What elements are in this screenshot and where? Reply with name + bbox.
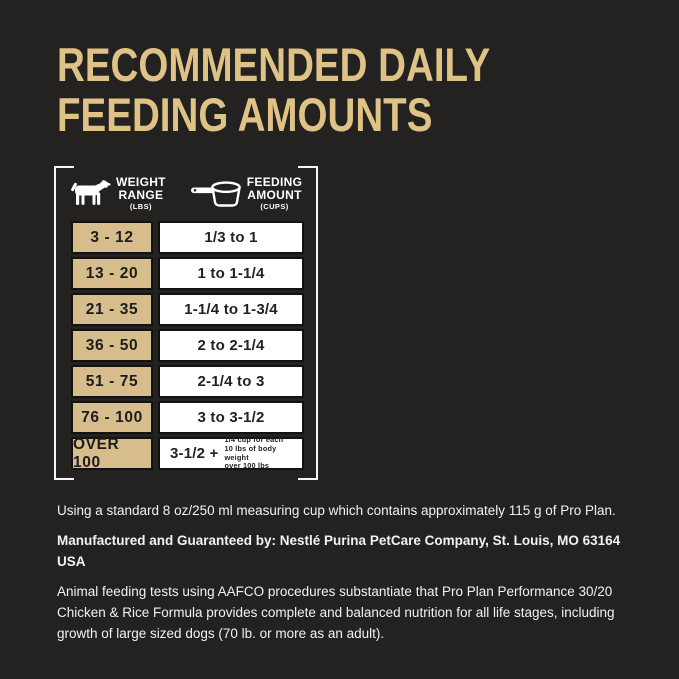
table-header: WEIGHT RANGE (LBS) FEEDING AMOUN — [56, 166, 316, 221]
footnotes: Using a standard 8 oz/250 ml measuring c… — [57, 500, 649, 653]
amount-cell: 2 to 2-1/4 — [158, 329, 304, 362]
feeding-table: WEIGHT RANGE (LBS) FEEDING AMOUN — [54, 166, 318, 480]
dog-icon — [71, 180, 111, 205]
amount-main-value: 3-1/2 + — [170, 445, 219, 462]
weight-cell: 51 - 75 — [71, 365, 153, 398]
amount-cell: 1/3 to 1 — [158, 221, 304, 254]
feeding-label-line1: FEEDING — [246, 175, 303, 189]
amount-note-line3: over 100 lbs — [224, 461, 270, 471]
feeding-amount-label: FEEDING AMOUNT (CUPS) — [247, 176, 302, 211]
weight-range-header: WEIGHT RANGE (LBS) — [71, 176, 166, 211]
amount-note: 1/4 cup for each 10 lbs of body weight o… — [225, 436, 302, 470]
weight-label-line1: WEIGHT — [116, 175, 166, 189]
feeding-guide-panel: RECOMMENDED DAILY FEEDING AMOUNTS — [54, 40, 657, 641]
amount-note-line2: 10 lbs of body weight — [224, 443, 277, 462]
frame-corner-bottom-right — [298, 478, 318, 480]
weight-range-label: WEIGHT RANGE (LBS) — [116, 176, 166, 211]
amount-cell: 1-1/4 to 1-3/4 — [158, 293, 304, 326]
frame-corner-bottom-left — [54, 478, 74, 480]
weight-label-line2: RANGE — [118, 187, 164, 202]
page-title-line2: FEEDING AMOUNTS — [57, 88, 433, 141]
amount-note-line1: 1/4 cup for each — [224, 435, 284, 445]
amount-cell: 3 to 3-1/2 — [158, 401, 304, 434]
feeding-amount-header: FEEDING AMOUNT (CUPS) — [190, 176, 302, 211]
amount-cell-over-100: 3-1/2 + 1/4 cup for each 10 lbs of body … — [158, 436, 304, 470]
weight-cell: 36 - 50 — [71, 329, 153, 362]
weight-cell: 21 - 35 — [71, 293, 153, 326]
page-title: RECOMMENDED DAILY FEEDING AMOUNTS — [57, 40, 549, 140]
footnote-aafco: Animal feeding tests using AAFCO procedu… — [57, 584, 615, 641]
weight-cell: OVER 100 — [71, 436, 153, 471]
weight-cell: 76 - 100 — [71, 401, 153, 434]
weight-cell: 3 - 12 — [71, 221, 153, 254]
frame-corner-top-left — [54, 166, 74, 168]
feeding-label-line2: AMOUNT — [247, 187, 302, 202]
weight-cell: 13 - 20 — [71, 257, 153, 290]
footnote-measuring-cup: Using a standard 8 oz/250 ml measuring c… — [57, 503, 616, 518]
weight-unit-label: (LBS) — [129, 202, 152, 211]
measuring-cup-icon — [190, 181, 241, 207]
frame-corner-top-right — [298, 166, 318, 168]
amount-cell: 2-1/4 to 3 — [158, 365, 304, 398]
amount-cell: 1 to 1-1/4 — [158, 257, 304, 290]
feeding-unit-label: (CUPS) — [260, 202, 289, 211]
footnote-manufacturer: Manufactured and Guaranteed by: Nestlé P… — [57, 533, 621, 569]
table-body: 3 - 12 1/3 to 1 13 - 20 1 to 1-1/4 21 - … — [56, 221, 316, 471]
page-title-line1: RECOMMENDED DAILY — [57, 38, 491, 91]
